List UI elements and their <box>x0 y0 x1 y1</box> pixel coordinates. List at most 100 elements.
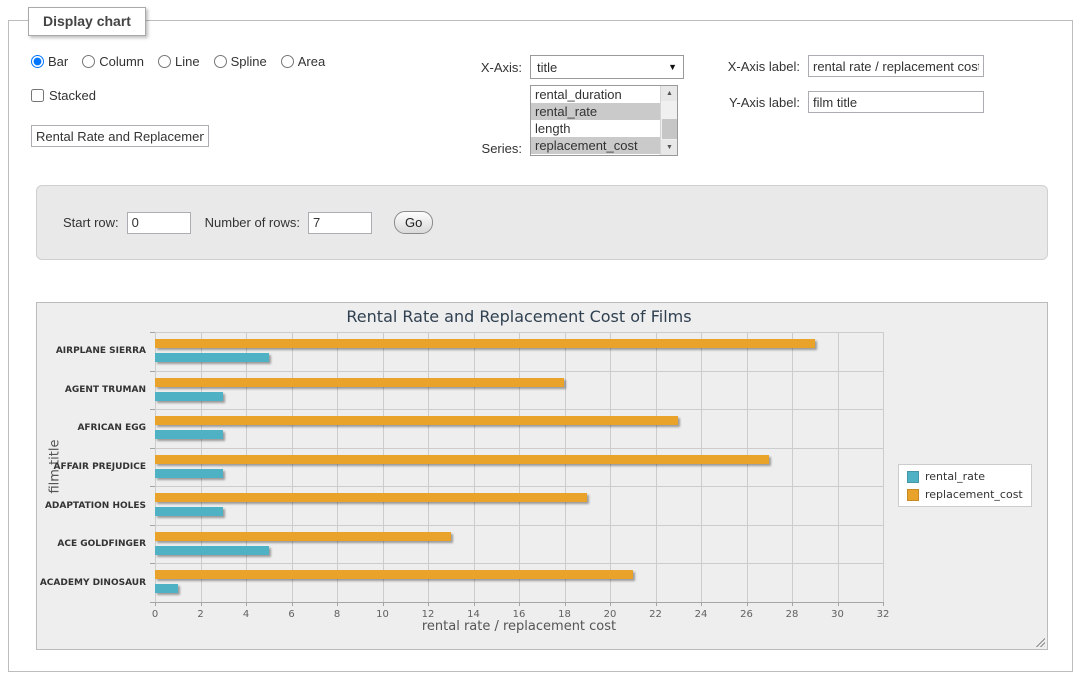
legend-label-rental_rate: rental_rate <box>925 470 985 483</box>
display-chart-panel: Display chart BarColumnLineSplineArea St… <box>8 20 1073 672</box>
gridline-y-1 <box>155 371 883 372</box>
row-range-panel: Start row: Number of rows: Go <box>36 185 1048 260</box>
gridline-x-32 <box>883 332 884 602</box>
chart-type-radio-column[interactable] <box>82 55 95 68</box>
stacked-checkbox-row: Stacked <box>31 88 96 103</box>
stacked-label: Stacked <box>49 88 96 103</box>
gridline-y-3 <box>155 448 883 449</box>
category-label-4: ADAPTATION HOLES <box>45 501 146 511</box>
bar-replacement_cost-6 <box>155 570 633 579</box>
series-options-container: rental_durationrental_ratelengthreplacem… <box>531 86 660 154</box>
scrollbar-thumb[interactable] <box>662 119 677 139</box>
chart-type-label-column: Column <box>99 54 144 69</box>
gridline-x-26 <box>747 332 748 602</box>
bar-rental_rate-1 <box>155 392 223 401</box>
plot-area: 02468101214161820222426283032AIRPLANE SI… <box>155 332 883 602</box>
chart-type-item-spline: Spline <box>214 54 267 69</box>
bar-replacement_cost-4 <box>155 493 587 502</box>
gridline-y-5 <box>155 525 883 526</box>
gridline-x-28 <box>792 332 793 602</box>
bar-rental_rate-6 <box>155 584 178 593</box>
x-axis-label-input[interactable] <box>808 55 984 77</box>
y-axis-label-input[interactable] <box>808 91 984 113</box>
chart-type-radio-area[interactable] <box>281 55 294 68</box>
y-tickmark-6 <box>150 563 155 564</box>
gridline-y-4 <box>155 486 883 487</box>
chart-type-item-area: Area <box>281 54 325 69</box>
chart-type-item-column: Column <box>82 54 144 69</box>
gridline-y-2 <box>155 409 883 410</box>
chart-type-radio-line[interactable] <box>158 55 171 68</box>
chart-type-radio-group: Bar Column Line Spline Area <box>31 54 333 69</box>
start-row-input[interactable] <box>127 212 191 234</box>
bar-rental_rate-4 <box>155 507 223 516</box>
y-tickmark-7 <box>150 602 155 603</box>
y-tickmark-4 <box>150 486 155 487</box>
x-axis-caption: X-Axis: <box>389 60 522 75</box>
gridline-x-24 <box>701 332 702 602</box>
x-axis-row: X-Axis: title ▼ <box>389 55 684 79</box>
x-axis-label-row: X-Axis label: <box>649 55 984 77</box>
gridline-x-6 <box>292 332 293 602</box>
bar-rental_rate-2 <box>155 430 223 439</box>
chart-type-label-spline: Spline <box>231 54 267 69</box>
gridline-x-20 <box>610 332 611 602</box>
bar-rental_rate-0 <box>155 353 269 362</box>
gridline-x-30 <box>838 332 839 602</box>
chart-type-item-line: Line <box>158 54 200 69</box>
category-label-0: AIRPLANE SIERRA <box>56 346 146 356</box>
gridline-x-10 <box>383 332 384 602</box>
legend-swatch-replacement_cost <box>907 489 919 501</box>
series-option-length[interactable]: length <box>531 120 660 137</box>
series-option-replacement_cost[interactable]: replacement_cost <box>531 137 660 154</box>
series-option-rental_duration[interactable]: rental_duration <box>531 86 660 103</box>
chart-container: Rental Rate and Replacement Cost of Film… <box>36 302 1048 650</box>
bar-replacement_cost-5 <box>155 532 451 541</box>
y-tickmark-2 <box>150 409 155 410</box>
chart-type-label-line: Line <box>175 54 200 69</box>
go-button[interactable]: Go <box>394 211 433 234</box>
bar-replacement_cost-1 <box>155 378 564 387</box>
x-axis-selected-value: title <box>537 60 557 75</box>
series-row: Series: rental_durationrental_ratelength… <box>389 85 678 156</box>
gridline-x-4 <box>246 332 247 602</box>
category-label-3: AFFAIR PREJUDICE <box>53 462 146 472</box>
legend-item-rental_rate[interactable]: rental_rate <box>907 470 1023 483</box>
gridline-y-6 <box>155 563 883 564</box>
gridline-x-8 <box>337 332 338 602</box>
y-tickmark-3 <box>150 448 155 449</box>
category-label-6: ACADEMY DINOSAUR <box>40 578 146 588</box>
gridline-x-18 <box>565 332 566 602</box>
bar-replacement_cost-2 <box>155 416 678 425</box>
chart-type-label-area: Area <box>298 54 325 69</box>
y-tickmark-1 <box>150 371 155 372</box>
gridline-x-0 <box>155 332 156 602</box>
stacked-checkbox[interactable] <box>31 89 44 102</box>
category-label-5: ACE GOLDFINGER <box>57 539 146 549</box>
bar-rental_rate-5 <box>155 546 269 555</box>
series-option-rental_rate[interactable]: rental_rate <box>531 103 660 120</box>
num-rows-caption: Number of rows: <box>205 215 300 230</box>
y-tickmark-0 <box>150 332 155 333</box>
gridline-y-0 <box>155 332 883 333</box>
chart-type-radio-spline[interactable] <box>214 55 227 68</box>
x-tickmark-32 <box>883 602 884 606</box>
x-axis-label-caption: X-Axis label: <box>649 59 800 74</box>
legend-label-replacement_cost: replacement_cost <box>925 488 1023 501</box>
scroll-down-icon[interactable]: ▼ <box>661 140 678 155</box>
y-axis-label-caption: Y-Axis label: <box>649 95 800 110</box>
y-tickmark-5 <box>150 525 155 526</box>
series-caption: Series: <box>389 141 522 156</box>
category-label-2: AFRICAN EGG <box>77 423 146 433</box>
chart-type-label-bar: Bar <box>48 54 68 69</box>
resize-handle-icon[interactable] <box>1034 636 1045 647</box>
chart-x-axis-title: rental rate / replacement cost <box>155 619 883 634</box>
legend-swatch-rental_rate <box>907 471 919 483</box>
chart-type-radio-bar[interactable] <box>31 55 44 68</box>
gridline-x-14 <box>474 332 475 602</box>
legend-item-replacement_cost[interactable]: replacement_cost <box>907 488 1023 501</box>
num-rows-input[interactable] <box>308 212 372 234</box>
bar-replacement_cost-3 <box>155 455 769 464</box>
bar-rental_rate-3 <box>155 469 223 478</box>
chart-title-input[interactable] <box>31 125 209 147</box>
